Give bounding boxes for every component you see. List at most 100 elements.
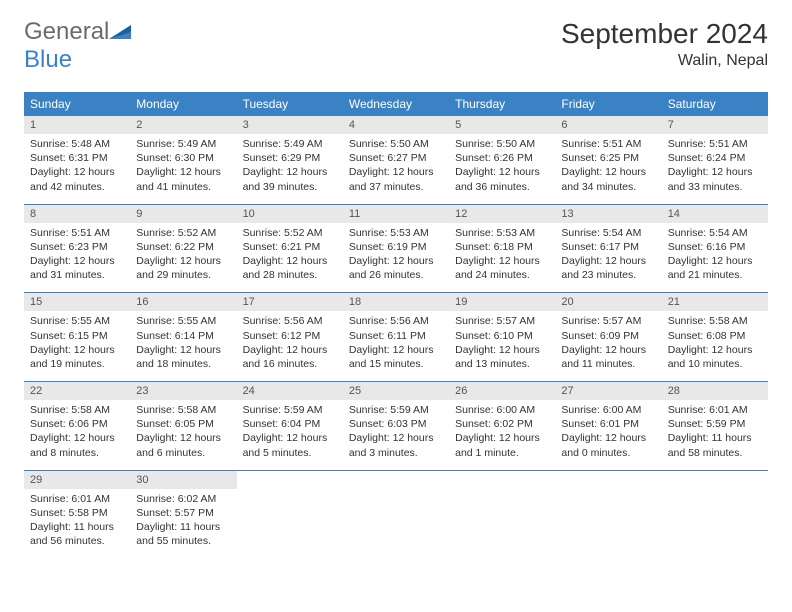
date-row: 891011121314 xyxy=(24,205,768,223)
sunset-text: Sunset: 6:18 PM xyxy=(455,240,549,254)
sunset-text: Sunset: 5:57 PM xyxy=(136,506,230,520)
title-block: September 2024 Walin, Nepal xyxy=(561,18,768,70)
sunrise-text: Sunrise: 5:59 AM xyxy=(349,403,443,417)
sunset-text: Sunset: 6:05 PM xyxy=(136,417,230,431)
date-cell: 28 xyxy=(662,382,768,400)
daylight1-text: Daylight: 12 hours xyxy=(136,431,230,445)
daylight1-text: Daylight: 12 hours xyxy=(136,254,230,268)
daylight2-text: and 6 minutes. xyxy=(136,446,230,460)
sunset-text: Sunset: 6:24 PM xyxy=(668,151,762,165)
day-cell: Sunrise: 5:49 AMSunset: 6:29 PMDaylight:… xyxy=(237,134,343,204)
daylight2-text: and 18 minutes. xyxy=(136,357,230,371)
day-cell: Sunrise: 5:58 AMSunset: 6:08 PMDaylight:… xyxy=(662,311,768,381)
sunrise-text: Sunrise: 5:51 AM xyxy=(561,137,655,151)
daylight2-text: and 34 minutes. xyxy=(561,180,655,194)
day-cell: Sunrise: 5:56 AMSunset: 6:11 PMDaylight:… xyxy=(343,311,449,381)
sunset-text: Sunset: 5:59 PM xyxy=(668,417,762,431)
sunrise-text: Sunrise: 5:52 AM xyxy=(136,226,230,240)
date-row: 15161718192021 xyxy=(24,293,768,311)
sunrise-text: Sunrise: 5:57 AM xyxy=(455,314,549,328)
sunset-text: Sunset: 6:03 PM xyxy=(349,417,443,431)
daylight2-text: and 41 minutes. xyxy=(136,180,230,194)
date-cell xyxy=(237,471,343,489)
day-header: Saturday xyxy=(662,92,768,116)
date-cell: 18 xyxy=(343,293,449,311)
sunset-text: Sunset: 6:10 PM xyxy=(455,329,549,343)
day-cell xyxy=(555,489,661,559)
sunrise-text: Sunrise: 5:49 AM xyxy=(136,137,230,151)
daylight1-text: Daylight: 12 hours xyxy=(349,254,443,268)
daylight1-text: Daylight: 12 hours xyxy=(561,343,655,357)
sunrise-text: Sunrise: 5:57 AM xyxy=(561,314,655,328)
sunrise-text: Sunrise: 5:55 AM xyxy=(30,314,124,328)
day-header: Sunday xyxy=(24,92,130,116)
sunset-text: Sunset: 6:17 PM xyxy=(561,240,655,254)
date-cell xyxy=(343,471,449,489)
date-cell: 12 xyxy=(449,205,555,223)
day-cell: Sunrise: 5:55 AMSunset: 6:14 PMDaylight:… xyxy=(130,311,236,381)
sunrise-text: Sunrise: 6:00 AM xyxy=(455,403,549,417)
daylight2-text: and 56 minutes. xyxy=(30,534,124,548)
day-cell: Sunrise: 5:59 AMSunset: 6:04 PMDaylight:… xyxy=(237,400,343,470)
daylight1-text: Daylight: 12 hours xyxy=(349,165,443,179)
day-cell: Sunrise: 5:58 AMSunset: 6:05 PMDaylight:… xyxy=(130,400,236,470)
daylight2-text: and 15 minutes. xyxy=(349,357,443,371)
day-cell: Sunrise: 5:51 AMSunset: 6:24 PMDaylight:… xyxy=(662,134,768,204)
daylight2-text: and 33 minutes. xyxy=(668,180,762,194)
daylight2-text: and 58 minutes. xyxy=(668,446,762,460)
date-cell: 21 xyxy=(662,293,768,311)
daylight2-text: and 29 minutes. xyxy=(136,268,230,282)
daylight2-text: and 1 minute. xyxy=(455,446,549,460)
sunset-text: Sunset: 6:19 PM xyxy=(349,240,443,254)
date-cell: 7 xyxy=(662,116,768,134)
date-cell: 3 xyxy=(237,116,343,134)
date-cell xyxy=(555,471,661,489)
date-cell: 27 xyxy=(555,382,661,400)
sunset-text: Sunset: 6:26 PM xyxy=(455,151,549,165)
date-cell: 22 xyxy=(24,382,130,400)
daylight2-text: and 42 minutes. xyxy=(30,180,124,194)
sunset-text: Sunset: 6:16 PM xyxy=(668,240,762,254)
date-row: 2930 xyxy=(24,471,768,489)
daylight1-text: Daylight: 12 hours xyxy=(668,343,762,357)
daylight1-text: Daylight: 12 hours xyxy=(136,343,230,357)
day-cell xyxy=(237,489,343,559)
sunset-text: Sunset: 6:23 PM xyxy=(30,240,124,254)
day-cell: Sunrise: 5:54 AMSunset: 6:17 PMDaylight:… xyxy=(555,223,661,293)
day-header: Tuesday xyxy=(237,92,343,116)
day-cell: Sunrise: 6:02 AMSunset: 5:57 PMDaylight:… xyxy=(130,489,236,559)
date-row: 22232425262728 xyxy=(24,382,768,400)
month-title: September 2024 xyxy=(561,18,768,50)
day-cell: Sunrise: 5:53 AMSunset: 6:19 PMDaylight:… xyxy=(343,223,449,293)
date-cell: 11 xyxy=(343,205,449,223)
sunset-text: Sunset: 6:29 PM xyxy=(243,151,337,165)
date-cell: 29 xyxy=(24,471,130,489)
daylight2-text: and 11 minutes. xyxy=(561,357,655,371)
sunset-text: Sunset: 6:31 PM xyxy=(30,151,124,165)
day-cell: Sunrise: 5:59 AMSunset: 6:03 PMDaylight:… xyxy=(343,400,449,470)
date-cell: 23 xyxy=(130,382,236,400)
date-cell: 20 xyxy=(555,293,661,311)
sunset-text: Sunset: 6:15 PM xyxy=(30,329,124,343)
sunrise-text: Sunrise: 5:54 AM xyxy=(561,226,655,240)
sunrise-text: Sunrise: 5:54 AM xyxy=(668,226,762,240)
daylight2-text: and 10 minutes. xyxy=(668,357,762,371)
content-row: Sunrise: 5:58 AM Sunset: 6:06 PM Daylight:… xyxy=(24,400,768,470)
sunset-text: Sunset: 6:06 PM xyxy=(30,417,124,431)
sunrise-text: Sunrise: 5:58 AM xyxy=(136,403,230,417)
daylight2-text: and 5 minutes. xyxy=(243,446,337,460)
daylight2-text: and 31 minutes. xyxy=(30,268,124,282)
day-cell: Sunrise: 5:56 AMSunset: 6:12 PMDaylight:… xyxy=(237,311,343,381)
calendar-table: Sunday Monday Tuesday Wednesday Thursday… xyxy=(24,92,768,558)
sunrise-text: Sunrise: 6:02 AM xyxy=(136,492,230,506)
daylight1-text: Daylight: 12 hours xyxy=(455,254,549,268)
day-header-row: Sunday Monday Tuesday Wednesday Thursday… xyxy=(24,92,768,116)
sunset-text: Sunset: 6:27 PM xyxy=(349,151,443,165)
day-cell: Sunrise: 5:50 AMSunset: 6:26 PMDaylight:… xyxy=(449,134,555,204)
location: Walin, Nepal xyxy=(561,52,768,70)
daylight2-text: and 39 minutes. xyxy=(243,180,337,194)
date-cell: 10 xyxy=(237,205,343,223)
day-cell: Sunrise: 6:01 AMSunset: 5:59 PMDaylight:… xyxy=(662,400,768,470)
date-cell: 30 xyxy=(130,471,236,489)
day-cell: Sunrise: 6:00 AMSunset: 6:01 PMDaylight:… xyxy=(555,400,661,470)
